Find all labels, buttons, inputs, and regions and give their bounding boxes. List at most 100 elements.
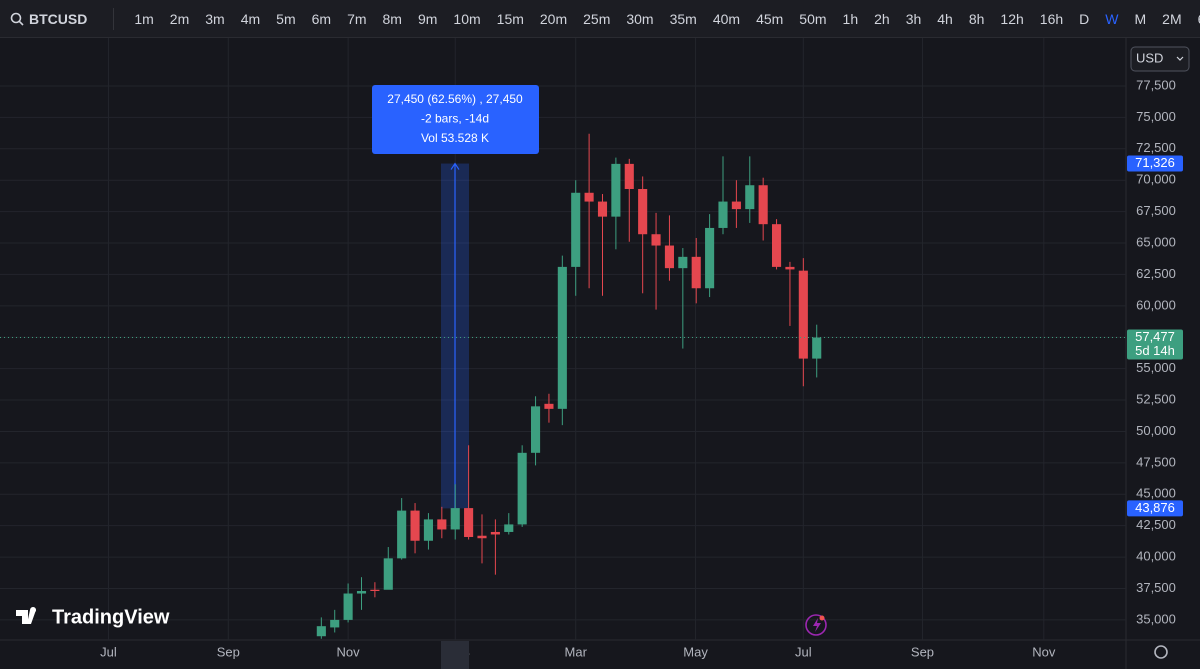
candle-body — [571, 192, 581, 267]
x-tick-label: Mar — [565, 644, 588, 659]
event-icon[interactable] — [805, 614, 827, 636]
candle-body — [356, 591, 367, 594]
interval[interactable]: 35m — [669, 10, 697, 27]
candle-body — [798, 270, 808, 359]
y-tick-label: 52,500 — [1136, 391, 1176, 406]
candle-body — [691, 256, 701, 289]
candle-body — [330, 619, 340, 628]
interval[interactable]: 6M — [1190, 11, 1200, 27]
interval[interactable]: 25m — [583, 10, 611, 27]
currency-select[interactable] — [1130, 46, 1190, 72]
interval-bar: 1m 2m 3m 4m 5m 6m 7m 8m 9m 10m 15m 20m 25m 30m 35m 40m 4… — [113, 7, 1200, 30]
candle-body — [597, 201, 608, 217]
candle-body — [477, 535, 487, 539]
x-tick-label: Sep — [217, 644, 240, 659]
logo: TradingView — [16, 606, 170, 628]
candle-body — [651, 234, 661, 246]
interval[interactable]: 4h — [937, 10, 953, 27]
measure-tooltip-line: Vol 53.528 K — [421, 131, 489, 145]
chart: 35,000 37,500 40,000 42,500 45,000 47,500 50,0… — [0, 38, 1200, 669]
measure-price-label: 43,876 — [1135, 500, 1175, 515]
candle-body — [504, 524, 514, 532]
measure-price-label: 71,326 — [1135, 155, 1175, 170]
interval[interactable]: 2M — [1162, 10, 1182, 27]
interval[interactable]: 30m — [626, 10, 654, 27]
candle-body — [437, 519, 447, 530]
event-bolt — [813, 618, 821, 632]
y-tick-label: 62,500 — [1136, 266, 1176, 281]
interval[interactable]: 8m — [382, 10, 402, 27]
brand: TradingView — [52, 606, 170, 628]
interval[interactable]: 1h — [842, 10, 859, 27]
measure-tooltip-line: 27,450 (62.56%) , 27,450 — [387, 92, 523, 106]
settings-icon[interactable] — [1154, 645, 1168, 659]
candle-body — [758, 185, 768, 225]
interval[interactable]: 6m — [311, 10, 332, 27]
candle-body — [383, 558, 393, 590]
interval[interactable]: 10m — [453, 10, 481, 27]
measure-tooltip-line: -2 bars, -14d — [421, 112, 489, 126]
interval[interactable]: 5m — [276, 10, 296, 27]
candle-body — [531, 406, 541, 453]
candle-body — [370, 589, 380, 592]
candle-body — [718, 201, 728, 228]
symbol-search[interactable]: BTCUSD — [0, 11, 97, 27]
interval[interactable]: 3h — [905, 10, 922, 27]
candle-body — [664, 245, 674, 269]
x-tick-label: Sep — [911, 644, 934, 659]
interval[interactable]: 20m — [539, 10, 568, 27]
y-tick-label: 37,500 — [1136, 580, 1176, 595]
y-tick-label: 77,500 — [1136, 77, 1176, 92]
toolbar: BTCUSD 1m 2m 3m 4m 5m 6m 7m 8m 9m 10m 15m 20m 25m 30m… — [0, 0, 1200, 38]
last-price-label: 57,477 — [1135, 329, 1175, 344]
measure-tooltip — [372, 85, 539, 154]
candle-body — [410, 510, 420, 541]
interval[interactable]: 7m — [347, 10, 367, 27]
interval[interactable]: M — [1134, 10, 1147, 27]
y-tick-label: 67,500 — [1136, 203, 1176, 218]
measure-arrowhead — [450, 162, 460, 170]
x-tick-label: May — [683, 644, 708, 659]
interval[interactable]: 16h — [1039, 10, 1064, 27]
y-tick-label: 50,000 — [1136, 423, 1176, 438]
candle-body — [490, 531, 500, 535]
event-dot — [819, 615, 825, 621]
countdown: 5d 14h — [1135, 343, 1175, 358]
y-tick-label: 70,000 — [1136, 172, 1176, 187]
candle-body — [544, 403, 554, 409]
candle-body — [397, 510, 407, 559]
y-tick-label: 42,500 — [1136, 517, 1176, 532]
candle-body — [705, 227, 715, 289]
candle-body — [812, 337, 822, 359]
interval[interactable]: 8h — [968, 10, 985, 27]
interval[interactable]: 2h — [874, 10, 890, 27]
candle-body — [343, 593, 353, 620]
interval[interactable]: 50m — [799, 10, 827, 27]
interval[interactable]: 3m — [205, 10, 225, 27]
y-tick-label: 60,000 — [1136, 297, 1176, 312]
symbol: BTCUSD — [29, 10, 88, 27]
candle-body — [316, 626, 326, 637]
interval[interactable]: 12h — [1000, 10, 1024, 27]
measure-price-tag — [1127, 500, 1183, 517]
y-tick-label: 65,000 — [1136, 234, 1176, 249]
interval[interactable]: 15m — [496, 10, 524, 27]
candle-body — [624, 163, 634, 190]
y-tick-label: 55,000 — [1136, 360, 1176, 375]
interval[interactable]: D — [1079, 10, 1090, 27]
interval[interactable]: 40m — [712, 10, 741, 27]
x-tick-label: Jul — [100, 644, 117, 659]
x-tick-label: Jul — [795, 644, 812, 659]
interval[interactable]: 45m — [756, 10, 784, 27]
candle-body — [771, 224, 782, 267]
interval[interactable]: 1m — [134, 10, 154, 27]
candle-body — [423, 519, 433, 541]
interval[interactable]: 2m — [169, 10, 190, 27]
interval[interactable]: W — [1105, 10, 1119, 27]
candle-body — [584, 192, 594, 202]
candle-body — [731, 201, 741, 210]
interval[interactable]: 4m — [240, 10, 261, 27]
y-tick-label: 47,500 — [1136, 454, 1176, 469]
interval[interactable]: 9m — [417, 10, 438, 27]
